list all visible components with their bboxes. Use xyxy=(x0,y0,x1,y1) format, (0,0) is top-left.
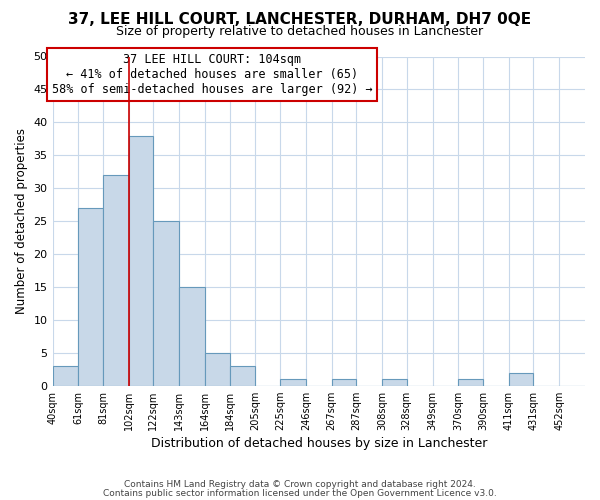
Text: Contains public sector information licensed under the Open Government Licence v3: Contains public sector information licen… xyxy=(103,488,497,498)
Text: Contains HM Land Registry data © Crown copyright and database right 2024.: Contains HM Land Registry data © Crown c… xyxy=(124,480,476,489)
Text: Size of property relative to detached houses in Lanchester: Size of property relative to detached ho… xyxy=(116,25,484,38)
Bar xyxy=(280,379,306,386)
Bar xyxy=(509,372,533,386)
Y-axis label: Number of detached properties: Number of detached properties xyxy=(15,128,28,314)
Bar xyxy=(382,379,407,386)
Text: 37, LEE HILL COURT, LANCHESTER, DURHAM, DH7 0QE: 37, LEE HILL COURT, LANCHESTER, DURHAM, … xyxy=(68,12,532,28)
Bar xyxy=(458,379,483,386)
Bar xyxy=(79,208,103,386)
Bar xyxy=(103,175,129,386)
Bar xyxy=(154,221,179,386)
Bar xyxy=(53,366,79,386)
Bar xyxy=(129,136,154,386)
X-axis label: Distribution of detached houses by size in Lanchester: Distribution of detached houses by size … xyxy=(151,437,487,450)
Bar xyxy=(179,287,205,386)
Bar xyxy=(230,366,256,386)
Bar xyxy=(332,379,356,386)
Bar xyxy=(205,353,230,386)
Text: 37 LEE HILL COURT: 104sqm
← 41% of detached houses are smaller (65)
58% of semi-: 37 LEE HILL COURT: 104sqm ← 41% of detac… xyxy=(52,53,373,96)
